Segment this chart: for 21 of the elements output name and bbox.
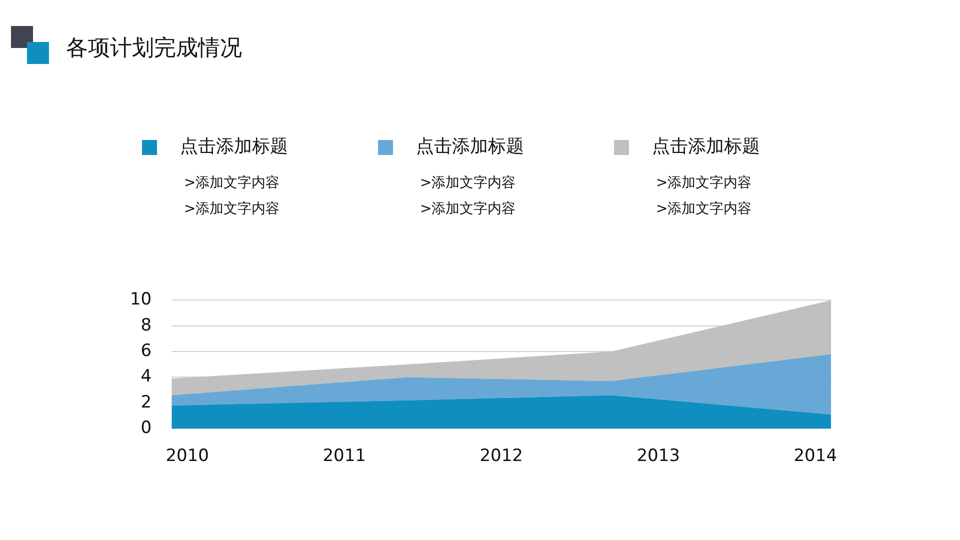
y-tick-label: 6 xyxy=(140,340,152,361)
y-tick-label: 2 xyxy=(140,392,152,412)
text: >添加文字内容 xyxy=(656,174,752,192)
text: >添加文字内容 xyxy=(420,174,516,192)
y-tick-label: 8 xyxy=(140,315,152,336)
y-tick-label: 10 xyxy=(130,290,152,310)
x-tick-label: 2010 xyxy=(166,446,209,466)
x-tick-label: 2012 xyxy=(480,446,523,466)
text: >添加文字内容 xyxy=(184,174,280,192)
chart-title: 各项计划完成情况 xyxy=(66,35,242,63)
x-tick-label: 2013 xyxy=(636,446,680,466)
text: >添加文字内容 xyxy=(184,200,280,218)
x-tick-label: 2014 xyxy=(794,446,837,466)
text: >添加文字内容 xyxy=(656,200,752,218)
legend-label: 点击添加标题 xyxy=(416,135,524,158)
legend-label: 点击添加标题 xyxy=(180,135,288,158)
text: >添加文字内容 xyxy=(420,200,516,218)
legend-label: 点击添加标题 xyxy=(652,135,760,158)
y-tick-label: 4 xyxy=(140,366,152,387)
x-tick-label: 2011 xyxy=(322,446,366,466)
y-tick-label: 0 xyxy=(140,418,152,438)
